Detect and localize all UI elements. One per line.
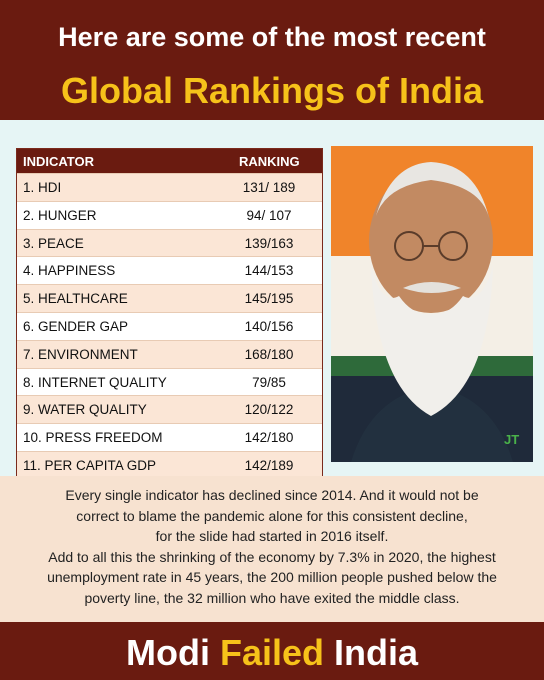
indicator-cell: 3. PEACE (23, 235, 84, 251)
paragraph-line: Add to all this the shrinking of the eco… (48, 548, 496, 565)
paragraph-line: Every single indicator has declined sinc… (65, 487, 479, 503)
ranking-cell: 140/156 (244, 318, 294, 334)
footer-word-1: Modi (125, 632, 210, 673)
header-banner: Here are some of the most recent Global … (0, 0, 544, 120)
ranking-cell: 139/163 (244, 235, 294, 251)
footer-word-highlight: Failed (219, 632, 324, 673)
ranking-cell: 120/122 (244, 402, 294, 418)
table-row: 6. GENDER GAP 140/156 (17, 311, 322, 340)
indicator-cell: 7. ENVIRONMENT (23, 346, 138, 362)
indicator-column-header: INDICATOR (23, 154, 95, 169)
table-header: INDICATOR RANKING (17, 149, 322, 173)
ranking-cell: 94/ 107 (246, 207, 292, 223)
ranking-cell: 144/153 (244, 263, 294, 279)
rankings-table: INDICATOR RANKING 1. HDI 131/ 189 2. HUNG… (16, 148, 323, 480)
ranking-cell: 131/ 189 (242, 180, 296, 195)
indicator-cell: 5. HEALTHCARE (23, 291, 128, 307)
table-row: 1. HDI 131/ 189 (17, 173, 322, 201)
ranking-cell: 142/180 (244, 430, 294, 446)
indicator-cell: 8. INTERNET QUALITY (23, 374, 167, 390)
header-line-1: Here are some of the most recent (58, 22, 486, 52)
indicator-cell: 1. HDI (23, 180, 62, 195)
indicator-cell: 10. PRESS FREEDOM (23, 430, 163, 446)
table-row: 5. HEALTHCARE 145/195 (17, 284, 322, 312)
table-row: 9. WATER QUALITY 120/122 (17, 395, 322, 424)
table-body: 1. HDI 131/ 189 2. HUNGER 94/ 107 3. PEACE… (17, 173, 322, 479)
paragraph-line: correct to blame the pandemic alone for … (76, 507, 468, 524)
footer-word-3: India (334, 632, 419, 673)
watermark-jt: JT (504, 432, 520, 447)
paragraph-line: poverty line, the 32 million who have ex… (84, 589, 460, 606)
description-paragraph: Every single indicator has declined sinc… (0, 476, 544, 622)
table-row: 7. ENVIRONMENT 168/180 (17, 339, 322, 368)
ranking-cell: 168/180 (244, 346, 294, 362)
portrait-photo (331, 146, 533, 462)
indicator-cell: 2. HUNGER (23, 207, 97, 223)
table-row: 11. PER CAPITA GDP 142/189 (17, 450, 322, 479)
ranking-column-header: RANKING (239, 154, 300, 169)
ranking-cell: 79/85 (252, 374, 286, 390)
indicator-cell: 4. HAPPINESS (23, 263, 116, 279)
indicator-cell: 11. PER CAPITA GDP (23, 457, 157, 473)
header-title: Global Rankings of India (60, 70, 484, 111)
ranking-cell: 142/189 (244, 457, 294, 473)
table-row: 2. HUNGER 94/ 107 (17, 200, 322, 229)
table-row: 10. PRESS FREEDOM 142/180 (17, 423, 322, 451)
paragraph-line: for the slide had started in 2016 itself… (155, 528, 389, 544)
footer-banner: Modi Failed India (0, 622, 544, 680)
indicator-cell: 6. GENDER GAP (23, 318, 129, 334)
portrait-figure (331, 162, 533, 462)
indicator-cell: 9. WATER QUALITY (23, 402, 147, 418)
footer-slogan: Modi Failed India (0, 632, 544, 674)
table-row: 4. HAPPINESS 144/153 (17, 256, 322, 285)
table-row: 3. PEACE 139/163 (17, 228, 322, 257)
table-row: 8. INTERNET QUALITY 79/85 (17, 367, 322, 396)
paragraph-line: unemployment rate in 45 years, the 200 m… (47, 569, 497, 585)
ranking-cell: 145/195 (244, 291, 294, 307)
